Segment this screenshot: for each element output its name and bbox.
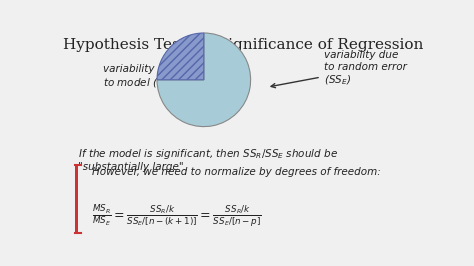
Text: $\frac{MS_R}{MS_E} = \frac{SS_R/k}{SS_E/[n-(k+1)]} = \frac{SS_R/k}{SS_E/[n-p]}$: $\frac{MS_R}{MS_E} = \frac{SS_R/k}{SS_E/… — [92, 204, 262, 229]
Text: However, we need to normalize by degrees of freedom:: However, we need to normalize by degrees… — [92, 167, 381, 177]
Wedge shape — [157, 33, 204, 80]
Wedge shape — [157, 33, 251, 127]
Text: variability due
to random error
($SS_E$): variability due to random error ($SS_E$) — [271, 50, 407, 88]
FancyBboxPatch shape — [75, 165, 78, 233]
Text: variability due
to model ($SS_R$): variability due to model ($SS_R$) — [103, 64, 200, 90]
Text: Hypothesis Test for Significance of Regression: Hypothesis Test for Significance of Regr… — [63, 38, 423, 52]
Text: If the model is significant, then $SS_R/SS_E$ should be
"substantially large".: If the model is significant, then $SS_R/… — [78, 147, 338, 172]
